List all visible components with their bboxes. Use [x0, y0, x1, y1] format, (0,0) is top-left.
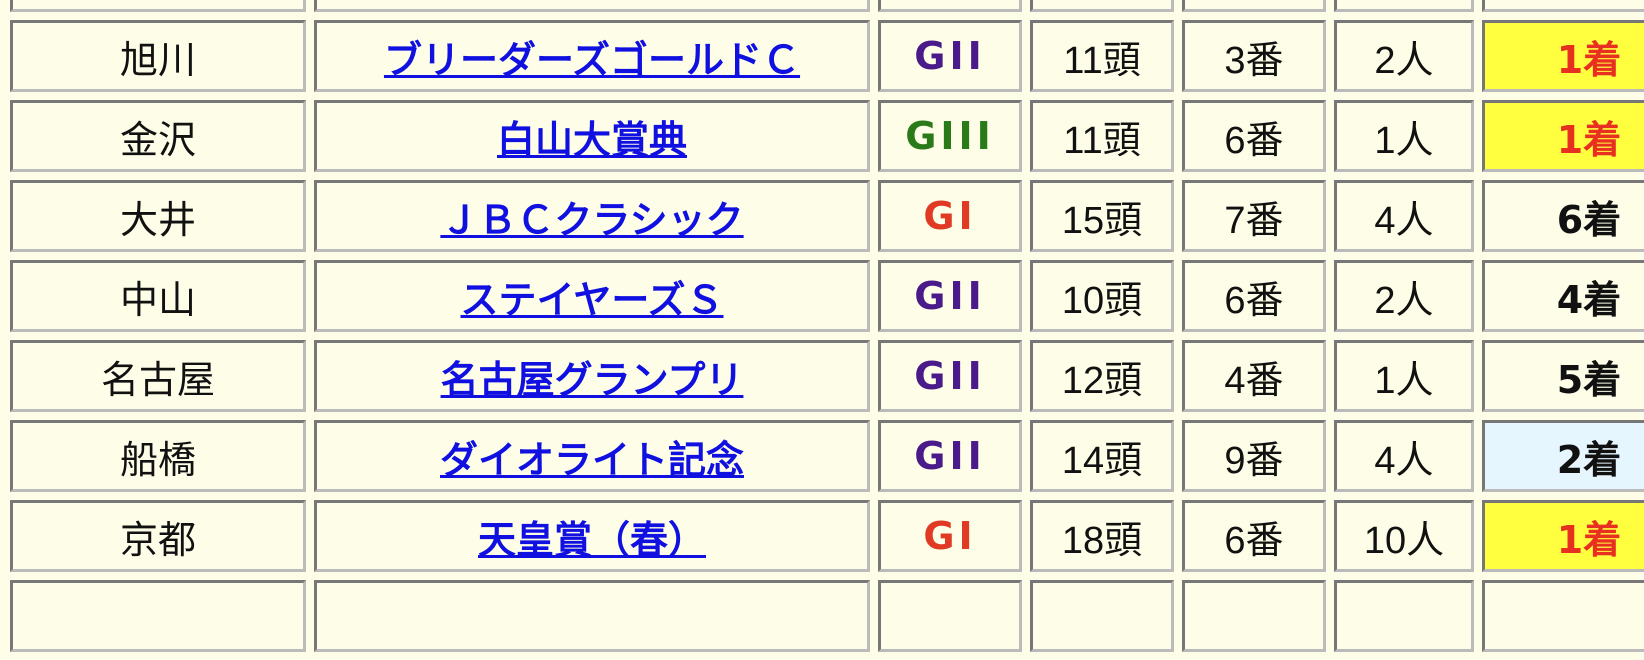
grade-cell: GI [878, 180, 1022, 252]
grade-cell: GII [878, 340, 1022, 412]
runners-cell: 14頭 [1030, 420, 1174, 492]
race-cell: ＪＢＣクラシック [314, 180, 870, 252]
race-cell: ダイオライト記念 [314, 420, 870, 492]
gate-cell: 7番 [1182, 180, 1326, 252]
popularity-cell: 1人 [1334, 340, 1474, 412]
table-row-partial-bottom [10, 580, 1644, 652]
gate-cell: 6番 [1182, 500, 1326, 572]
table-row: 旭川 ブリーダーズゴールドＣ GII 11頭 3番 2人 1着 [10, 20, 1644, 92]
table-row: 名古屋 名古屋グランプリ GII 12頭 4番 1人 5着 [10, 340, 1644, 412]
place-cell: 1着 [1482, 20, 1644, 92]
race-cell: ブリーダーズゴールドＣ [314, 20, 870, 92]
race-cell: 名古屋グランプリ [314, 340, 870, 412]
venue-cell: 金沢 [10, 100, 306, 172]
runners-cell: 11頭 [1030, 20, 1174, 92]
table-row: 金沢 白山大賞典 GIII 11頭 6番 1人 1着 [10, 100, 1644, 172]
runners-cell: 15頭 [1030, 180, 1174, 252]
venue-cell: 名古屋 [10, 340, 306, 412]
race-cell: ステイヤーズＳ [314, 260, 870, 332]
grade-cell: GII [878, 420, 1022, 492]
runners-cell: 11頭 [1030, 100, 1174, 172]
race-link[interactable]: 天皇賞（春） [477, 517, 706, 562]
table-row: 大井 ＪＢＣクラシック GI 15頭 7番 4人 6着 [10, 180, 1644, 252]
race-link[interactable]: ブリーダーズゴールドＣ [383, 37, 801, 82]
place-cell: 5着 [1482, 340, 1644, 412]
venue-cell: 中山 [10, 260, 306, 332]
place-cell: 4着 [1482, 260, 1644, 332]
race-cell: 天皇賞（春） [314, 500, 870, 572]
runners-cell: 12頭 [1030, 340, 1174, 412]
grade-cell: GII [878, 20, 1022, 92]
table-row-partial-top [10, 0, 1644, 12]
race-link[interactable]: ステイヤーズＳ [460, 277, 724, 322]
gate-cell: 9番 [1182, 420, 1326, 492]
place-cell: 1着 [1482, 500, 1644, 572]
popularity-cell: 10人 [1334, 500, 1474, 572]
venue-cell: 京都 [10, 500, 306, 572]
runners-cell: 10頭 [1030, 260, 1174, 332]
popularity-cell: 1人 [1334, 100, 1474, 172]
place-cell: 1着 [1482, 100, 1644, 172]
popularity-cell: 4人 [1334, 420, 1474, 492]
runners-cell: 18頭 [1030, 500, 1174, 572]
popularity-cell: 4人 [1334, 180, 1474, 252]
race-link[interactable]: 名古屋グランプリ [440, 357, 744, 402]
venue-cell: 大井 [10, 180, 306, 252]
grade-cell: GIII [878, 100, 1022, 172]
venue-cell: 旭川 [10, 20, 306, 92]
race-link[interactable]: 白山大賞典 [496, 117, 687, 162]
gate-cell: 3番 [1182, 20, 1326, 92]
gate-cell: 6番 [1182, 260, 1326, 332]
race-link[interactable]: ＪＢＣクラシック [440, 197, 744, 242]
venue-cell: 船橋 [10, 420, 306, 492]
gate-cell: 4番 [1182, 340, 1326, 412]
race-cell: 白山大賞典 [314, 100, 870, 172]
race-link[interactable]: ダイオライト記念 [439, 437, 744, 482]
table-row: 中山 ステイヤーズＳ GII 10頭 6番 2人 4着 [10, 260, 1644, 332]
popularity-cell: 2人 [1334, 20, 1474, 92]
popularity-cell: 2人 [1334, 260, 1474, 332]
table-row: 船橋 ダイオライト記念 GII 14頭 9番 4人 2着 [10, 420, 1644, 492]
gate-cell: 6番 [1182, 100, 1326, 172]
place-cell: 2着 [1482, 420, 1644, 492]
place-cell: 6着 [1482, 180, 1644, 252]
grade-cell: GI [878, 500, 1022, 572]
table-row: 京都 天皇賞（春） GI 18頭 6番 10人 1着 [10, 500, 1644, 572]
grade-cell: GII [878, 260, 1022, 332]
